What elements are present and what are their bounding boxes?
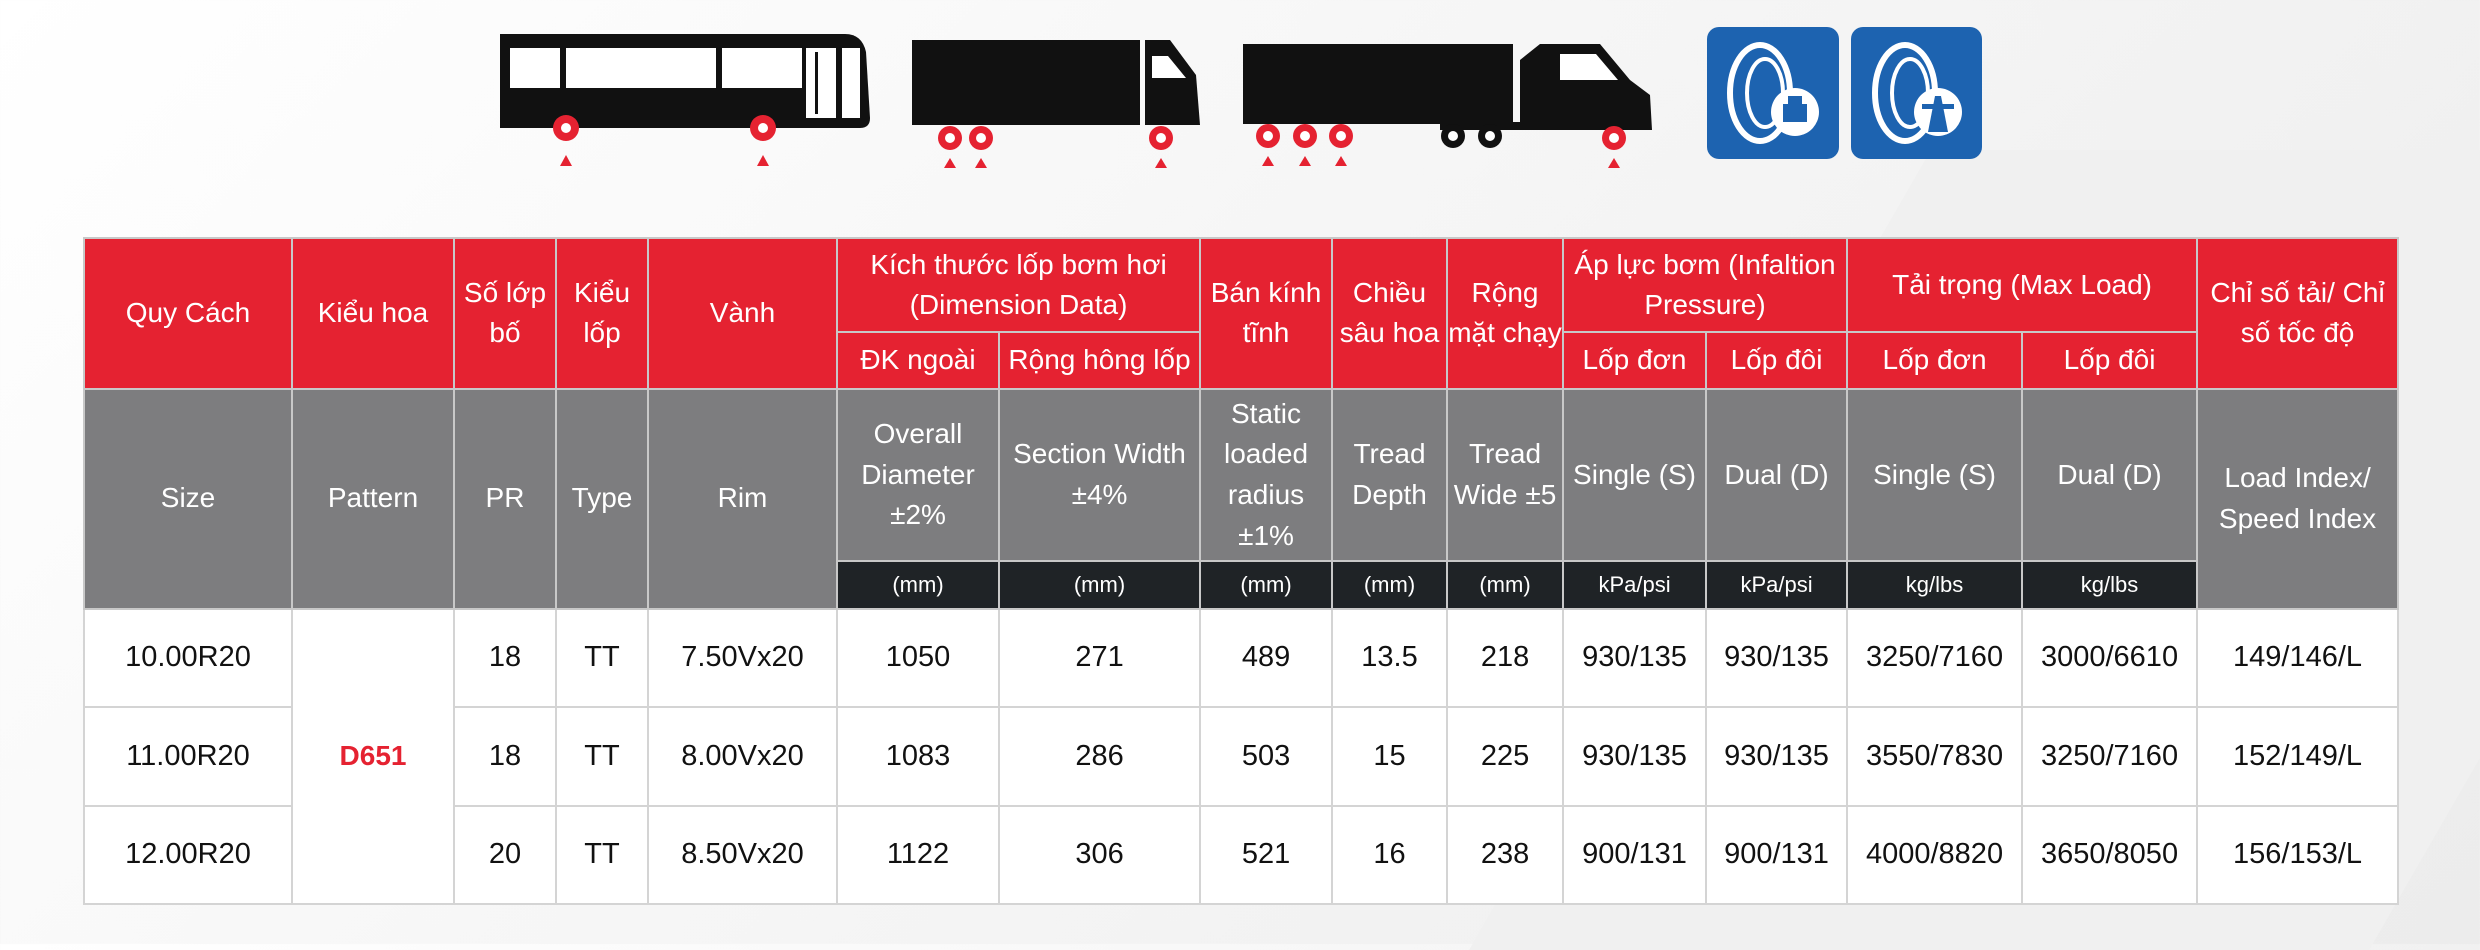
header-dimension-vn: Kích thước lốp bơm hơi (Dimension Data)	[835, 236, 1202, 334]
cell-pr: 18	[453, 607, 557, 709]
header-load-speed-en: Load Index/ Speed Index	[2196, 387, 2400, 610]
cell-static-radius: 503	[1199, 706, 1334, 807]
header-load-dual-en: Dual (D)	[2021, 387, 2199, 563]
header-pr-en: PR	[453, 387, 557, 610]
header-load-speed-vn: Chỉ số tải/ Chỉ số tốc độ	[2196, 237, 2400, 390]
header-load-single-en: Single (S)	[1846, 387, 2024, 563]
cell-outer-dia: 1083	[836, 706, 1000, 807]
cell-pr: 20	[453, 804, 557, 906]
cell-tread-wide: 225	[1446, 706, 1565, 807]
header-load-vn: Tải trọng (Max Load)	[1846, 236, 2199, 334]
cell-rim: 8.50Vx20	[647, 804, 838, 906]
header-pressure-dual-vn: Lốp đôi	[1705, 331, 1849, 390]
highway-tire-icon	[1851, 27, 1982, 159]
table-row: 12.00R20 20 TT 8.50Vx20 1122 306 521 16 …	[83, 804, 2400, 906]
unit-pressure-dual: kPa/psi	[1705, 560, 1849, 610]
cell-load-speed: 149/146/L	[2196, 607, 2400, 709]
cell-tread-depth: 13.5	[1331, 607, 1449, 709]
bus-icon	[500, 34, 870, 166]
header-pressure-single-vn: Lốp đơn	[1562, 331, 1708, 390]
header-static-radius-en: Static loaded radius ±1%	[1199, 387, 1334, 563]
header-section-width-en: Section Width ±4%	[997, 387, 1202, 563]
cell-size: 12.00R20	[83, 804, 293, 906]
unit-tread-depth: (mm)	[1331, 560, 1449, 610]
cell-pressure-single: 930/135	[1562, 607, 1708, 709]
header-pressure-dual-en: Dual (D)	[1705, 387, 1849, 563]
cell-static-radius: 489	[1199, 607, 1334, 709]
cell-pr: 18	[453, 706, 557, 807]
cell-pressure-single: 930/135	[1562, 706, 1708, 807]
cell-tread-wide: 238	[1446, 804, 1565, 906]
header-pressure-vn: Áp lực bơm (Infaltion Pressure)	[1562, 236, 1849, 334]
cell-tread-depth: 15	[1331, 706, 1449, 807]
tire-spec-table: Quy Cách Kiểu hoa Số lớp bố Kiểu lốp Vàn…	[83, 236, 2400, 906]
header-pattern-vn: Kiểu hoa	[291, 237, 455, 390]
cell-load-dual: 3000/6610	[2021, 607, 2199, 709]
header-static-radius-vn: Bán kính tĩnh	[1199, 237, 1334, 390]
box-truck-icon	[912, 40, 1200, 168]
header-type-vn: Kiểu lốp	[555, 237, 649, 390]
cell-static-radius: 521	[1199, 804, 1334, 906]
header-rim-en: Rim	[647, 387, 838, 610]
unit-section-width: (mm)	[997, 560, 1202, 610]
unit-outer-dia: (mm)	[836, 560, 1000, 610]
unit-load-dual: kg/lbs	[2021, 560, 2199, 610]
cell-outer-dia: 1050	[836, 607, 1000, 709]
header-size-vn: Quy Cách	[83, 237, 293, 390]
header-section-width-vn: Rộng hông lốp	[997, 331, 1202, 390]
cell-load-single: 3250/7160	[1846, 607, 2024, 709]
cell-pressure-dual: 930/135	[1705, 607, 1849, 709]
header-rim-vn: Vành	[647, 237, 838, 390]
cell-type: TT	[555, 706, 649, 807]
cell-section-width: 271	[997, 607, 1202, 709]
cell-load-speed: 156/153/L	[2196, 804, 2400, 906]
table-row: 11.00R20 18 TT 8.00Vx20 1083 286 503 15 …	[83, 706, 2400, 807]
cell-pressure-dual: 930/135	[1705, 706, 1849, 807]
cell-section-width: 306	[997, 804, 1202, 906]
cell-load-speed: 152/149/L	[2196, 706, 2400, 807]
cell-outer-dia: 1122	[836, 804, 1000, 906]
cell-size: 11.00R20	[83, 706, 293, 807]
header-pattern-en: Pattern	[291, 387, 455, 610]
cell-load-single: 4000/8820	[1846, 804, 2024, 906]
unit-static-radius: (mm)	[1199, 560, 1334, 610]
header-load-single-vn: Lốp đơn	[1846, 331, 2024, 390]
urban-road-tire-icon	[1707, 27, 1839, 159]
unit-load-single: kg/lbs	[1846, 560, 2024, 610]
cell-load-dual: 3650/8050	[2021, 804, 2199, 906]
semi-trailer-truck-icon	[1243, 44, 1652, 168]
header-outer-dia-en: Overall Diameter ±2%	[836, 387, 1000, 563]
header-type-en: Type	[555, 387, 649, 610]
cell-section-width: 286	[997, 706, 1202, 807]
cell-pressure-single: 900/131	[1562, 804, 1708, 906]
header-tread-wide-en: Tread Wide ±5	[1446, 387, 1565, 563]
unit-pressure-single: kPa/psi	[1562, 560, 1708, 610]
unit-tread-wide: (mm)	[1446, 560, 1565, 610]
header-outer-dia-vn: ĐK ngoài	[836, 331, 1000, 390]
cell-pattern: D651	[291, 607, 455, 906]
vehicle-application-icons	[500, 27, 1982, 168]
header-pressure-single-en: Single (S)	[1562, 387, 1708, 563]
cell-size: 10.00R20	[83, 607, 293, 709]
cell-tread-wide: 218	[1446, 607, 1565, 709]
table-row: 10.00R20 D651 18 TT 7.50Vx20 1050 271 48…	[83, 607, 2400, 906]
cell-rim: 8.00Vx20	[647, 706, 838, 807]
cell-type: TT	[555, 607, 649, 709]
cell-load-dual: 3250/7160	[2021, 706, 2199, 807]
cell-tread-depth: 16	[1331, 804, 1449, 906]
header-tread-depth-en: Tread Depth	[1331, 387, 1449, 563]
header-tread-wide-vn: Rộng mặt chạy	[1446, 237, 1565, 390]
header-pr-vn: Số lớp bố	[453, 237, 557, 390]
header-load-dual-vn: Lốp đôi	[2021, 331, 2199, 390]
header-size-en: Size	[83, 387, 293, 610]
cell-rim: 7.50Vx20	[647, 607, 838, 709]
cell-type: TT	[555, 804, 649, 906]
header-tread-depth-vn: Chiều sâu hoa	[1331, 237, 1449, 390]
cell-pressure-dual: 900/131	[1705, 804, 1849, 906]
cell-load-single: 3550/7830	[1846, 706, 2024, 807]
